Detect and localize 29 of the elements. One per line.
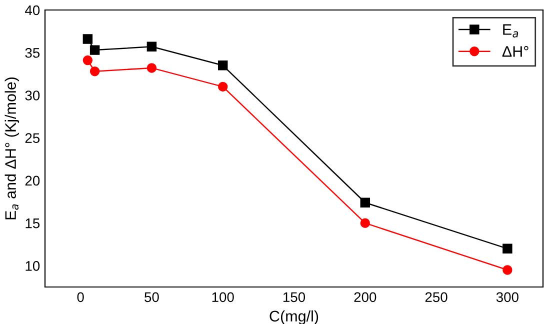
point: [360, 218, 370, 228]
y-tick-label: 35: [25, 48, 40, 58]
x-tick-label: 50: [144, 292, 159, 302]
point: [90, 45, 100, 55]
y-tick-label: 20: [25, 176, 40, 186]
point: [360, 198, 370, 208]
y-tick-label: 30: [25, 90, 40, 100]
y-tick-label: 15: [26, 218, 40, 228]
x-tick-label: 0: [77, 292, 84, 302]
point: [502, 244, 512, 254]
legend-label: E$_{a}$: [503, 24, 518, 38]
point: [82, 55, 93, 66]
point: [218, 82, 228, 92]
point: [146, 42, 157, 52]
y-tick-label: 40: [25, 5, 40, 16]
x-tick-label: 150: [283, 292, 306, 302]
point: [90, 66, 100, 76]
x-tick-label: 250: [425, 292, 448, 302]
point: [218, 60, 228, 70]
y-tick-label: 25: [25, 133, 40, 144]
x-tick-label: 200: [354, 292, 376, 302]
x-tick-label: 100: [212, 292, 234, 302]
point: [146, 63, 157, 73]
y-axis-title: E$_{a}$ and ΔH° (Kj/mole): [4, 77, 20, 220]
y-tick-label: 10: [26, 261, 40, 271]
point: [82, 34, 93, 44]
legend-label: ΔH°: [502, 46, 528, 57]
x-tick-label: 300: [496, 292, 518, 302]
point: [502, 265, 512, 275]
